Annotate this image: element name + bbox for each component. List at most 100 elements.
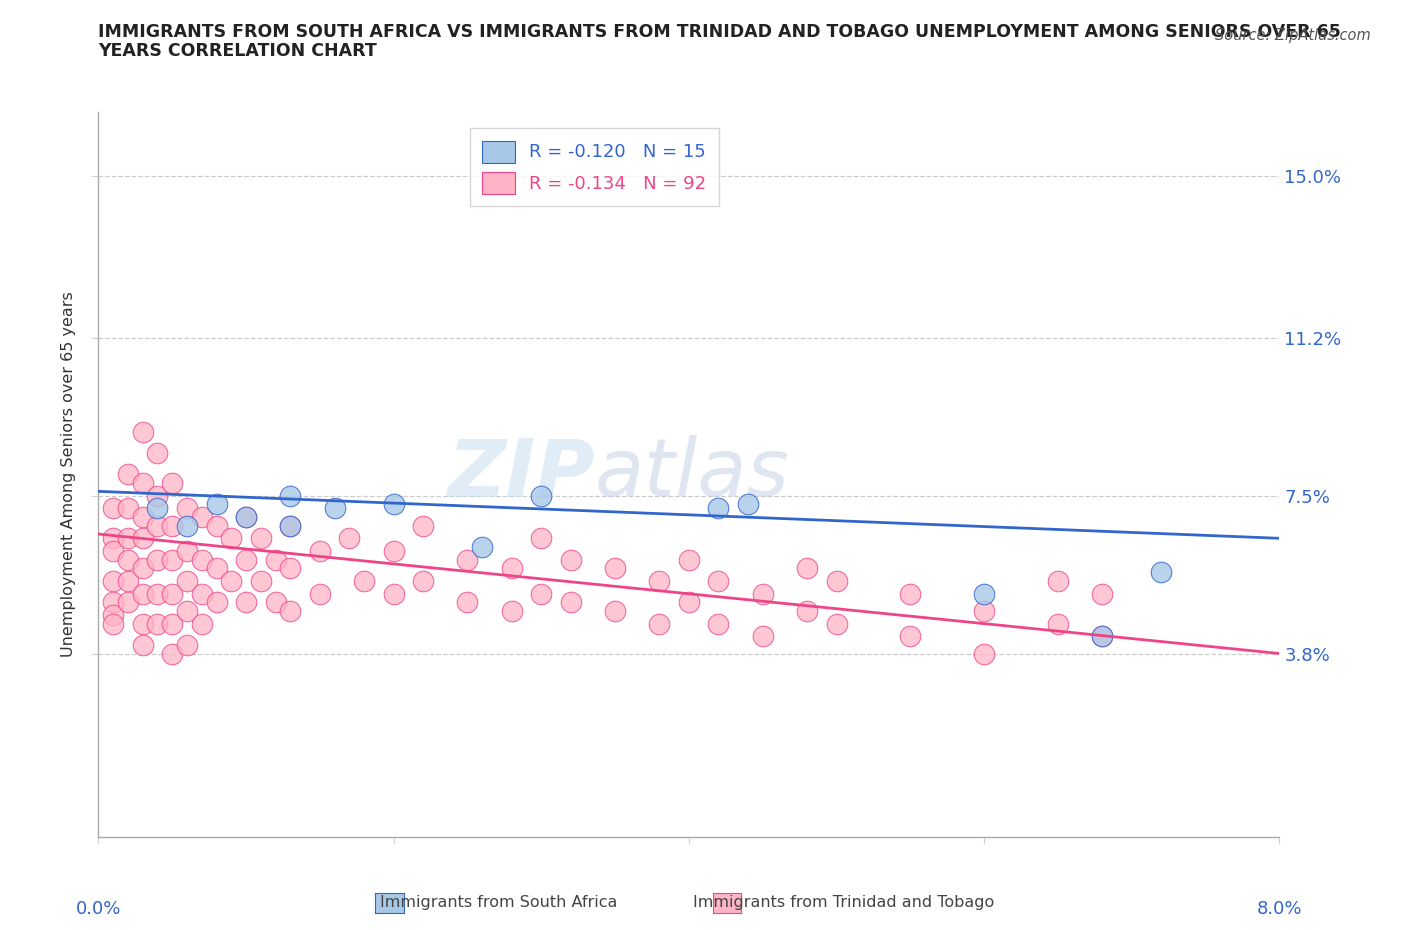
Point [825, 617, 848, 631]
Point [308, 544, 332, 559]
Point [146, 488, 169, 503]
Point [132, 531, 155, 546]
Point [648, 617, 671, 631]
Point [382, 497, 405, 512]
Point [176, 638, 198, 653]
Point [103, 617, 125, 631]
Point [560, 595, 582, 610]
Point [1046, 617, 1069, 631]
Point [162, 646, 183, 661]
Text: ZIP: ZIP [447, 435, 595, 513]
Point [707, 501, 730, 516]
Point [162, 617, 183, 631]
Point [117, 501, 139, 516]
Point [707, 574, 730, 589]
Point [1091, 629, 1114, 644]
Point [605, 604, 627, 618]
Point [117, 531, 139, 546]
Text: Immigrants from South Africa: Immigrants from South Africa [381, 895, 617, 910]
Point [132, 617, 155, 631]
Point [337, 531, 360, 546]
Point [264, 552, 287, 567]
Point [412, 574, 434, 589]
Point [796, 604, 818, 618]
Text: 8.0%: 8.0% [1257, 900, 1302, 918]
Point [103, 531, 125, 546]
Text: IMMIGRANTS FROM SOUTH AFRICA VS IMMIGRANTS FROM TRINIDAD AND TOBAGO UNEMPLOYMENT: IMMIGRANTS FROM SOUTH AFRICA VS IMMIGRAN… [98, 23, 1341, 41]
Point [825, 574, 848, 589]
Text: Source: ZipAtlas.com: Source: ZipAtlas.com [1215, 28, 1371, 43]
Point [900, 586, 922, 601]
Point [1046, 574, 1069, 589]
Point [471, 539, 494, 554]
Point [191, 586, 214, 601]
Point [219, 574, 242, 589]
Point [103, 501, 125, 516]
Text: YEARS CORRELATION CHART: YEARS CORRELATION CHART [98, 42, 377, 60]
Point [278, 518, 302, 533]
Point [146, 518, 169, 533]
Point [973, 604, 995, 618]
Point [678, 595, 700, 610]
Point [501, 604, 523, 618]
Point [678, 552, 700, 567]
Point [648, 574, 671, 589]
Point [176, 501, 198, 516]
Point [278, 561, 302, 576]
Point [103, 595, 125, 610]
Point [353, 574, 375, 589]
Point [278, 604, 302, 618]
Point [146, 501, 169, 516]
Point [530, 488, 553, 503]
Point [191, 552, 214, 567]
Point [176, 544, 198, 559]
Point [132, 586, 155, 601]
Point [1091, 586, 1114, 601]
Point [162, 552, 183, 567]
Point [235, 552, 257, 567]
Point [250, 531, 273, 546]
Point [530, 586, 553, 601]
Point [162, 518, 183, 533]
Point [132, 475, 155, 490]
Point [530, 531, 553, 546]
Point [117, 552, 139, 567]
Point [250, 574, 273, 589]
Point [146, 552, 169, 567]
Point [176, 574, 198, 589]
Point [205, 518, 228, 533]
Point [796, 561, 818, 576]
Point [235, 510, 257, 525]
Point [973, 586, 995, 601]
Point [412, 518, 434, 533]
Point [103, 544, 125, 559]
Point [308, 586, 332, 601]
Point [191, 617, 214, 631]
Y-axis label: Unemployment Among Seniors over 65 years: Unemployment Among Seniors over 65 years [60, 291, 76, 658]
Text: Immigrants from Trinidad and Tobago: Immigrants from Trinidad and Tobago [693, 895, 994, 910]
Point [973, 646, 995, 661]
Point [146, 617, 169, 631]
Point [382, 586, 405, 601]
Point [560, 552, 582, 567]
Point [132, 561, 155, 576]
Point [323, 501, 346, 516]
Point [117, 595, 139, 610]
Point [176, 518, 198, 533]
Point [751, 586, 773, 601]
Point [205, 595, 228, 610]
Point [737, 497, 759, 512]
Point [382, 544, 405, 559]
Point [132, 510, 155, 525]
Point [605, 561, 627, 576]
Point [278, 518, 302, 533]
Point [103, 574, 125, 589]
Point [456, 595, 478, 610]
Point [456, 552, 478, 567]
Legend: R = -0.120   N = 15, R = -0.134   N = 92: R = -0.120 N = 15, R = -0.134 N = 92 [470, 128, 718, 206]
Text: 0.0%: 0.0% [76, 900, 121, 918]
Point [751, 629, 773, 644]
Point [278, 488, 302, 503]
Point [501, 561, 523, 576]
Point [132, 424, 155, 439]
